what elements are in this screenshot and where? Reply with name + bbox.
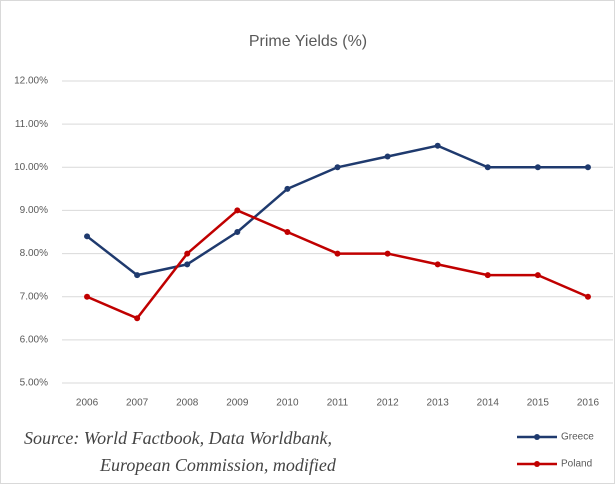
x-tick-label: 2015 — [527, 398, 550, 409]
data-point — [434, 261, 441, 268]
x-tick-label: 2011 — [327, 398, 349, 409]
source-note: European Commission, modified — [99, 455, 337, 475]
y-tick-label: 6.00% — [20, 334, 48, 345]
y-tick-label: 7.00% — [20, 291, 48, 302]
data-point — [484, 164, 491, 171]
data-point — [434, 142, 441, 149]
data-point — [484, 272, 491, 279]
x-tick-label: 2009 — [226, 398, 249, 409]
data-point — [184, 261, 191, 268]
data-point — [134, 315, 141, 322]
source-note: Source: World Factbook, Data Worldbank, — [24, 428, 332, 448]
data-point — [184, 250, 191, 257]
y-tick-label: 11.00% — [15, 119, 48, 130]
data-point — [284, 229, 291, 235]
data-point — [84, 293, 91, 300]
data-point — [134, 272, 141, 279]
y-tick-label: 12.00% — [14, 76, 48, 87]
data-point — [234, 229, 241, 235]
data-point — [534, 272, 541, 279]
legend-marker — [534, 434, 540, 440]
data-point — [334, 250, 341, 257]
x-tick-label: 2006 — [76, 398, 99, 409]
x-tick-label: 2010 — [276, 398, 299, 409]
data-point — [584, 293, 591, 300]
y-tick-label: 9.00% — [20, 205, 48, 216]
x-tick-label: 2007 — [126, 398, 149, 409]
data-point — [234, 207, 241, 214]
data-point — [384, 250, 391, 257]
x-tick-label: 2012 — [376, 398, 399, 409]
x-tick-label: 2016 — [577, 398, 600, 409]
chart-title: Prime Yields (%) — [249, 33, 367, 50]
x-tick-label: 2008 — [176, 398, 199, 409]
data-point — [334, 164, 341, 171]
data-point — [84, 233, 91, 240]
legend-marker — [534, 461, 540, 467]
data-point — [384, 153, 391, 160]
x-tick-label: 2014 — [477, 398, 500, 409]
y-tick-label: 8.00% — [20, 248, 48, 259]
x-tick-label: 2013 — [427, 398, 450, 409]
data-point — [584, 164, 591, 171]
data-point — [534, 164, 541, 171]
legend-label: Poland — [561, 459, 592, 470]
y-tick-label: 10.00% — [14, 162, 48, 173]
legend-label: Greece — [561, 432, 594, 443]
y-tick-label: 5.00% — [20, 378, 48, 389]
data-point — [284, 185, 291, 192]
